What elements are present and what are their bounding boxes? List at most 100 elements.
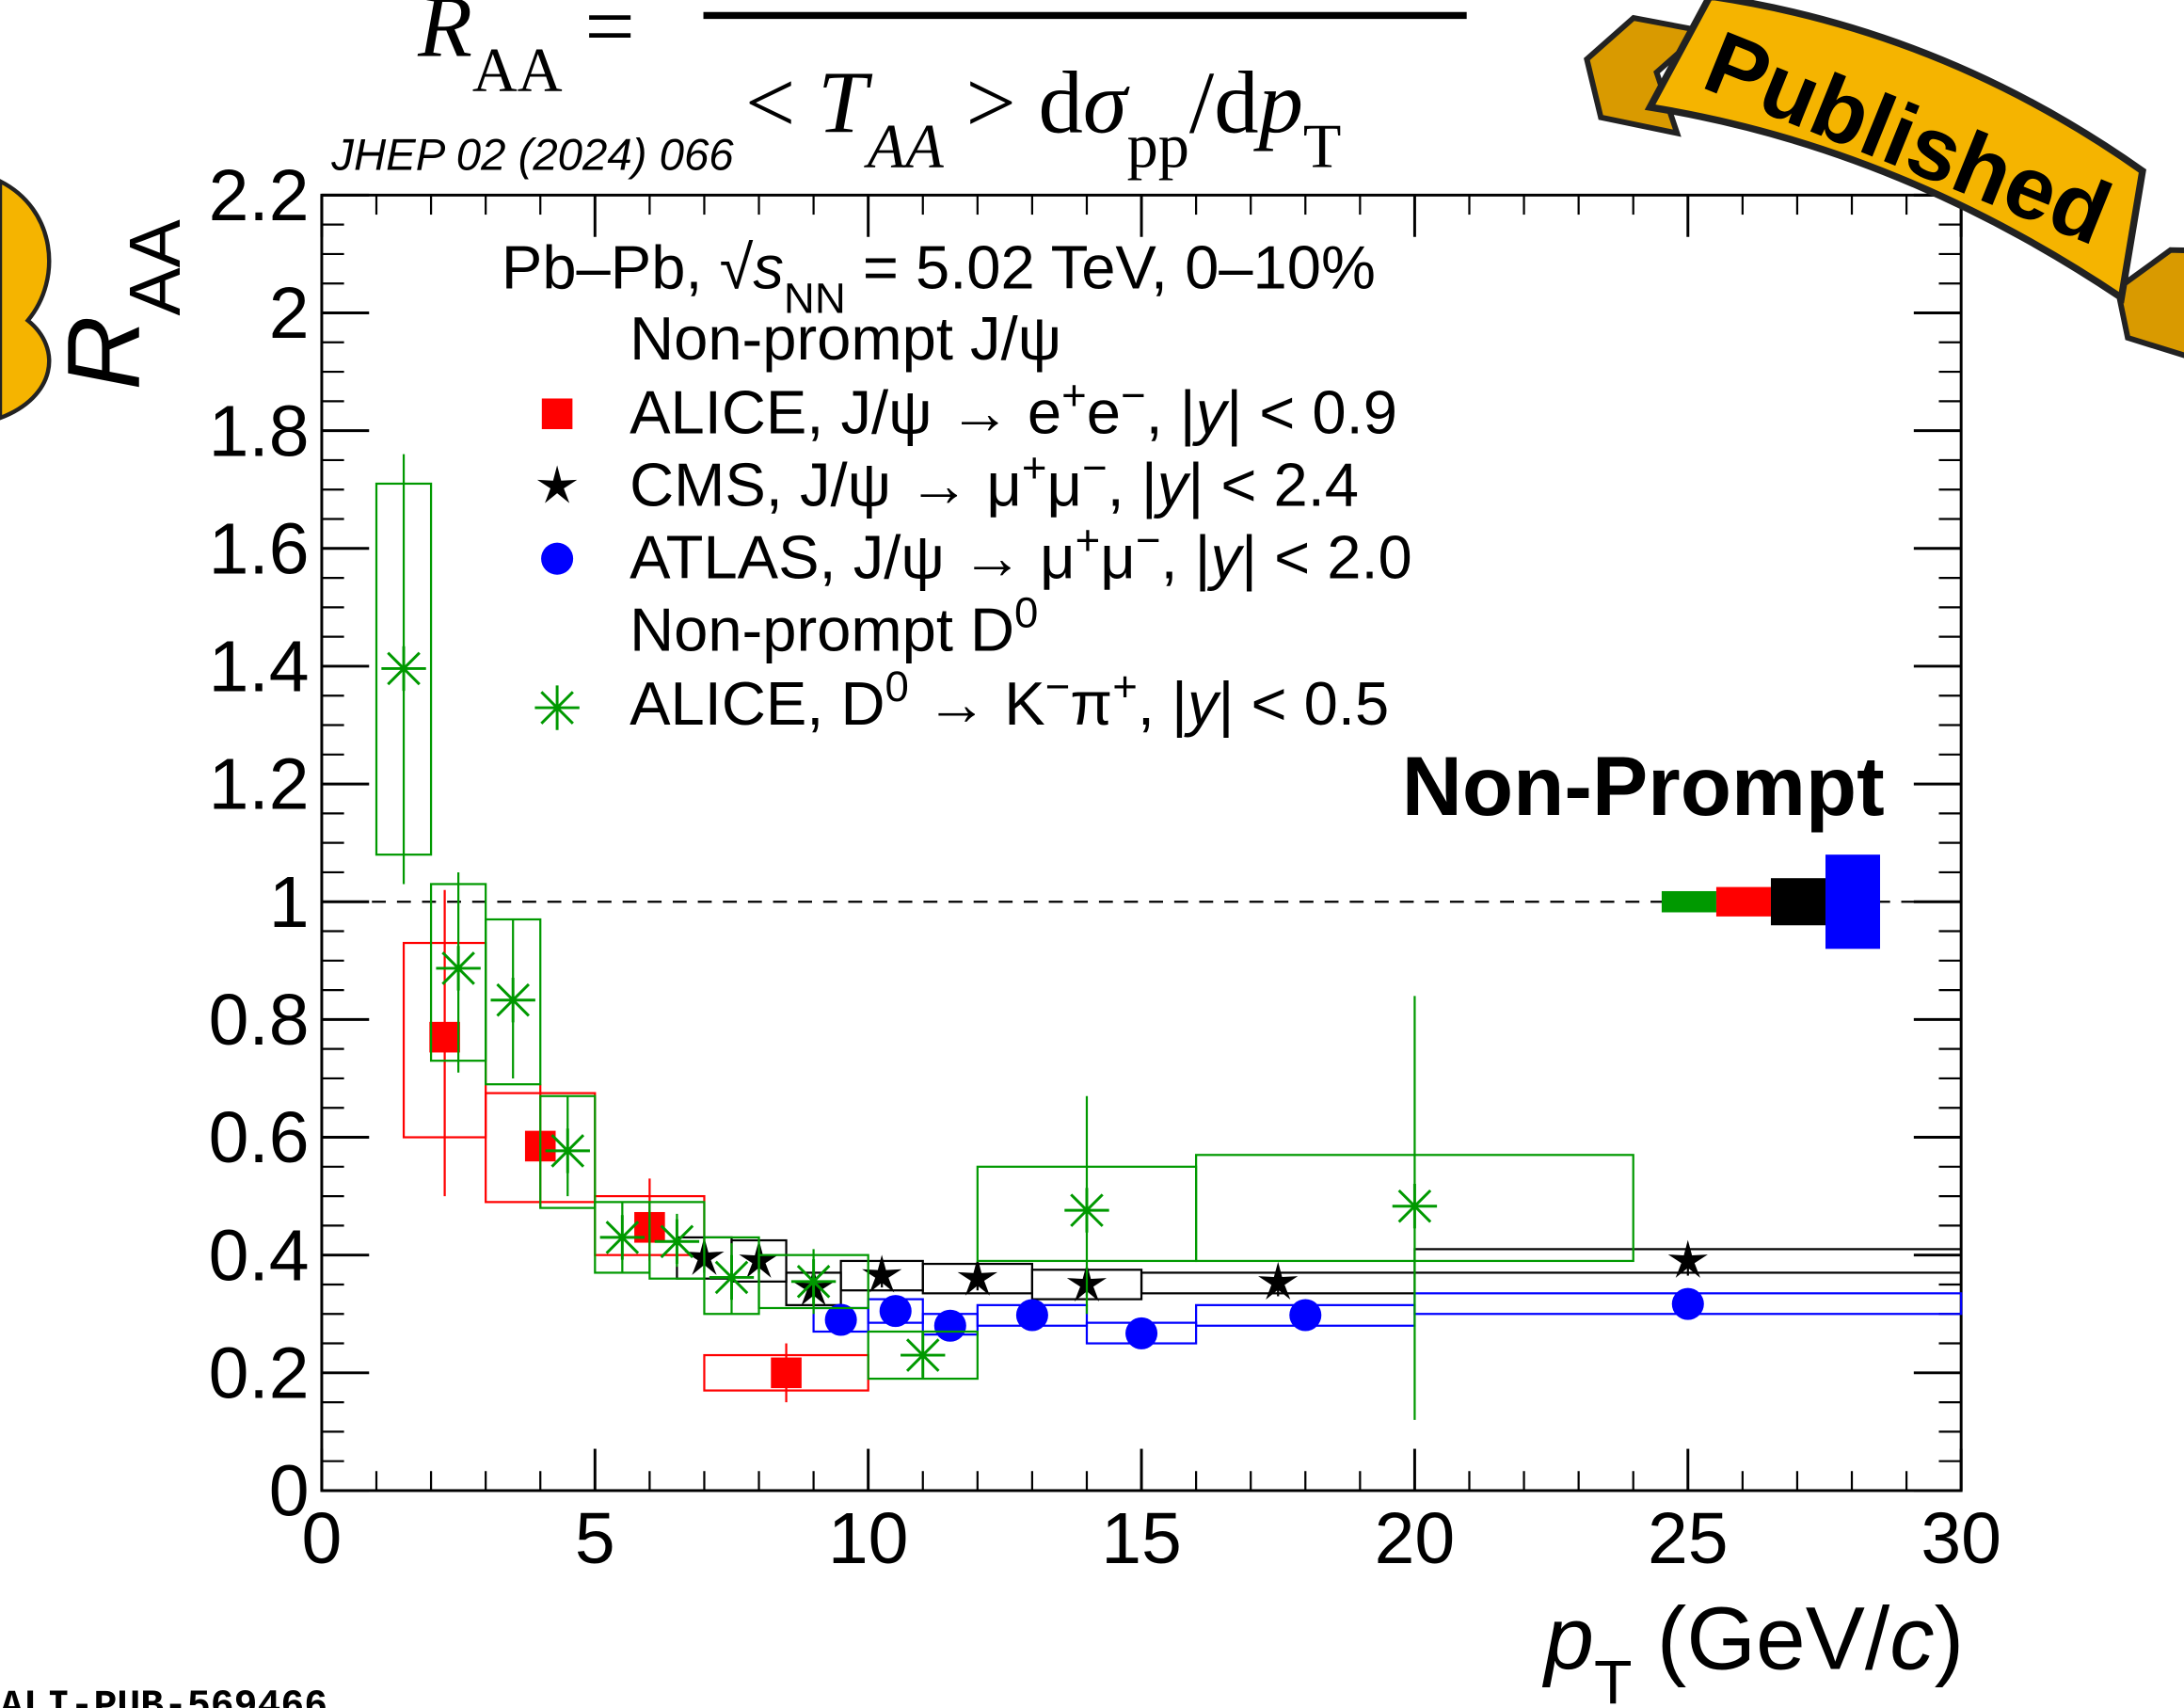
text-part: CMS, J/ψ → μ <box>630 450 1022 519</box>
text-part: < <box>745 55 818 152</box>
x-tick-label: 5 <box>575 1498 615 1579</box>
marker <box>771 1357 802 1389</box>
marker <box>790 1259 837 1304</box>
marker <box>1289 1299 1322 1332</box>
marker <box>1667 1239 1708 1278</box>
y-tick-label: 1 <box>269 862 310 943</box>
marker <box>933 1309 966 1342</box>
marker <box>1015 1299 1048 1332</box>
annotation: Non-Prompt <box>1402 740 1885 833</box>
y-tick-label: 0.2 <box>209 1333 310 1413</box>
marker <box>541 542 574 575</box>
text-part: NN <box>784 274 846 322</box>
text-part: y <box>1207 522 1245 591</box>
y-tick-label: 0.4 <box>209 1215 310 1296</box>
formula-lhs: RAA = <box>417 0 635 104</box>
text-part: | < 2.4 <box>1188 450 1359 519</box>
ribbon <box>1644 0 2146 304</box>
text-part: AA <box>864 112 944 181</box>
text-part: y <box>1154 450 1191 519</box>
text-part: T <box>1303 112 1341 181</box>
marker <box>599 1215 646 1260</box>
text-part: AA <box>472 36 563 104</box>
global-uncertainty <box>1770 878 1825 926</box>
text-part: , | <box>1108 450 1157 519</box>
legend-group: Non-prompt D0 <box>630 588 1038 664</box>
x-tick-label: 30 <box>1921 1498 2001 1579</box>
x-tick-label: 20 <box>1375 1498 1456 1579</box>
marker <box>879 1295 912 1328</box>
text-part: ) <box>1935 1588 1965 1688</box>
global-uncertainty <box>1661 890 1716 913</box>
y-tick-label: 1.4 <box>209 627 310 708</box>
text-part: − <box>1082 443 1108 491</box>
reference: JHEP 02 (2024) 066 <box>330 131 734 181</box>
x-tick-label: 25 <box>1648 1498 1729 1579</box>
y-tick-label: 0.6 <box>209 1097 310 1178</box>
x-tick-label: 15 <box>1101 1498 1182 1579</box>
marker <box>541 398 573 430</box>
global-uncertainty <box>1715 886 1771 917</box>
text-part: μ <box>1047 450 1083 519</box>
y-tick-label: 0 <box>269 1451 310 1532</box>
legend-label: CMS, J/ψ → μ+μ−, |y| < 2.4 <box>630 443 1359 519</box>
text-part: − <box>1136 516 1161 564</box>
y-tick-label: 1.2 <box>209 744 310 825</box>
text-part: y <box>1184 669 1221 738</box>
legend-header: Pb–Pb, √sNN = 5.02 TeV, 0–10% <box>502 233 1376 322</box>
text-part: μ <box>1100 522 1136 591</box>
text-part: R <box>417 0 472 75</box>
marker <box>490 978 535 1023</box>
text-part: y <box>1192 377 1230 446</box>
text-part: 0 <box>1014 588 1038 636</box>
text-part: | < 0.5 <box>1219 669 1390 738</box>
legend-label: ATLAS, J/ψ → μ+μ−, |y| < 2.0 <box>630 516 1412 591</box>
marker <box>429 1021 460 1053</box>
x-tick-label: 0 <box>302 1498 343 1579</box>
text-part: pp <box>1127 112 1189 181</box>
text-part: + <box>1022 443 1047 491</box>
text-part: + <box>1061 371 1087 419</box>
text-part: p <box>1541 1588 1594 1688</box>
text-part: c <box>1889 1588 1934 1688</box>
marker <box>862 1254 902 1293</box>
text-part: /d <box>1189 55 1259 152</box>
marker <box>1392 1184 1438 1229</box>
legend-group: Non-prompt J/ψ <box>630 304 1061 373</box>
marker <box>1258 1261 1299 1301</box>
text-part: s <box>753 233 784 302</box>
formula-denominator: < TAA > dσpp/dpT <box>745 55 1341 182</box>
marker <box>1671 1287 1704 1320</box>
text-part: Non-prompt D <box>630 595 1014 663</box>
marker <box>381 646 426 692</box>
y-axis-label: RAA <box>47 219 196 390</box>
y-tick-label: 0.8 <box>209 980 310 1061</box>
text-part: | < 2.0 <box>1241 522 1412 591</box>
text-part: + <box>1112 662 1138 710</box>
text-part: π <box>1070 669 1112 738</box>
text-part: + <box>1076 516 1101 564</box>
text-part: 0 <box>885 662 909 710</box>
text-part: p <box>1253 55 1303 152</box>
text-part: ALICE, D <box>630 669 885 738</box>
text-part: ALICE, J/ψ → e <box>630 377 1061 446</box>
y-tick-label: 2.2 <box>209 155 310 236</box>
text-part: > d <box>944 55 1083 152</box>
badge-fragment <box>0 179 52 421</box>
text-part: T <box>1594 1648 1632 1708</box>
text-part: | < 0.9 <box>1226 377 1397 446</box>
y-tick-label: 1.8 <box>209 391 310 471</box>
figure-id: ALI-PUB-569466 <box>0 1685 327 1708</box>
global-uncertainty <box>1825 854 1881 950</box>
marker <box>1064 1188 1109 1233</box>
text-part: = 5.02 TeV, 0–10% <box>846 233 1376 302</box>
badge: Published <box>1584 0 2184 367</box>
text-part: , | <box>1160 522 1210 591</box>
y-tick-label: 2 <box>269 273 310 354</box>
y-tick-label: 1.6 <box>209 508 310 589</box>
text-part: , | <box>1138 669 1188 738</box>
marker <box>436 946 481 991</box>
text-part: = <box>563 0 635 75</box>
marker <box>1125 1317 1158 1349</box>
